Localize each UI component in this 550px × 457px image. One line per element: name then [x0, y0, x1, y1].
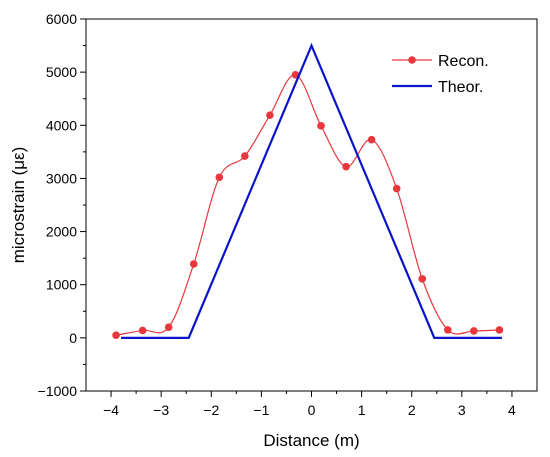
- legend-item: Recon.: [392, 53, 489, 70]
- data-point: [444, 326, 452, 334]
- y-tick-label: 1000: [46, 277, 77, 293]
- data-point: [470, 327, 478, 335]
- x-tick-label: 3: [458, 402, 466, 418]
- y-tick-label: 3000: [46, 170, 77, 186]
- data-point: [266, 111, 274, 119]
- y-tick-label: 2000: [46, 224, 77, 240]
- x-tick-label: 0: [308, 402, 316, 418]
- x-tick-label: 4: [508, 402, 516, 418]
- series-layer: [112, 42, 504, 340]
- plot-frame: [85, 18, 538, 392]
- y-tick-label: 4000: [46, 117, 77, 133]
- legend: Recon. Theor.: [392, 53, 489, 96]
- y-tick-label: 5000: [46, 64, 77, 80]
- series-line: [121, 42, 502, 339]
- x-tick-label: 2: [408, 402, 416, 418]
- y-tick-label: 0: [69, 330, 77, 346]
- x-axis-label: Distance (m): [263, 431, 359, 450]
- x-axis: −4 −3 −2 −1 0 1 2 3 4: [103, 391, 516, 418]
- plot-area: [112, 42, 504, 340]
- x-tick-label: −3: [153, 402, 169, 418]
- legend-swatch-marker: [408, 56, 416, 64]
- data-point: [495, 326, 504, 334]
- series-line: [115, 74, 500, 336]
- data-point: [418, 275, 427, 283]
- series-recon: [112, 71, 504, 340]
- x-tick-label: −2: [203, 402, 219, 418]
- legend-label: Theor.: [438, 79, 483, 96]
- data-point: [342, 162, 350, 171]
- x-tick-label: −4: [103, 402, 119, 418]
- data-point: [215, 173, 224, 182]
- legend-label: Recon.: [438, 53, 489, 70]
- data-point: [138, 326, 147, 335]
- x-tick-label: −1: [253, 402, 269, 418]
- legend-item: Theor.: [392, 79, 483, 96]
- series-theor: [121, 42, 502, 339]
- data-point: [164, 323, 173, 332]
- data-point: [112, 331, 120, 340]
- data-point: [367, 135, 376, 144]
- x-tick-label: 1: [358, 402, 366, 418]
- y-axis: −1000 0 1000 2000 3000 4000 5000 6000: [38, 11, 86, 399]
- data-point: [189, 260, 198, 268]
- y-tick-label: −1000: [38, 383, 78, 399]
- y-tick-label: 6000: [46, 11, 77, 27]
- y-axis-label: microstrain (με): [9, 147, 28, 264]
- data-point: [392, 184, 401, 193]
- data-point: [317, 122, 325, 130]
- data-point: [241, 152, 249, 160]
